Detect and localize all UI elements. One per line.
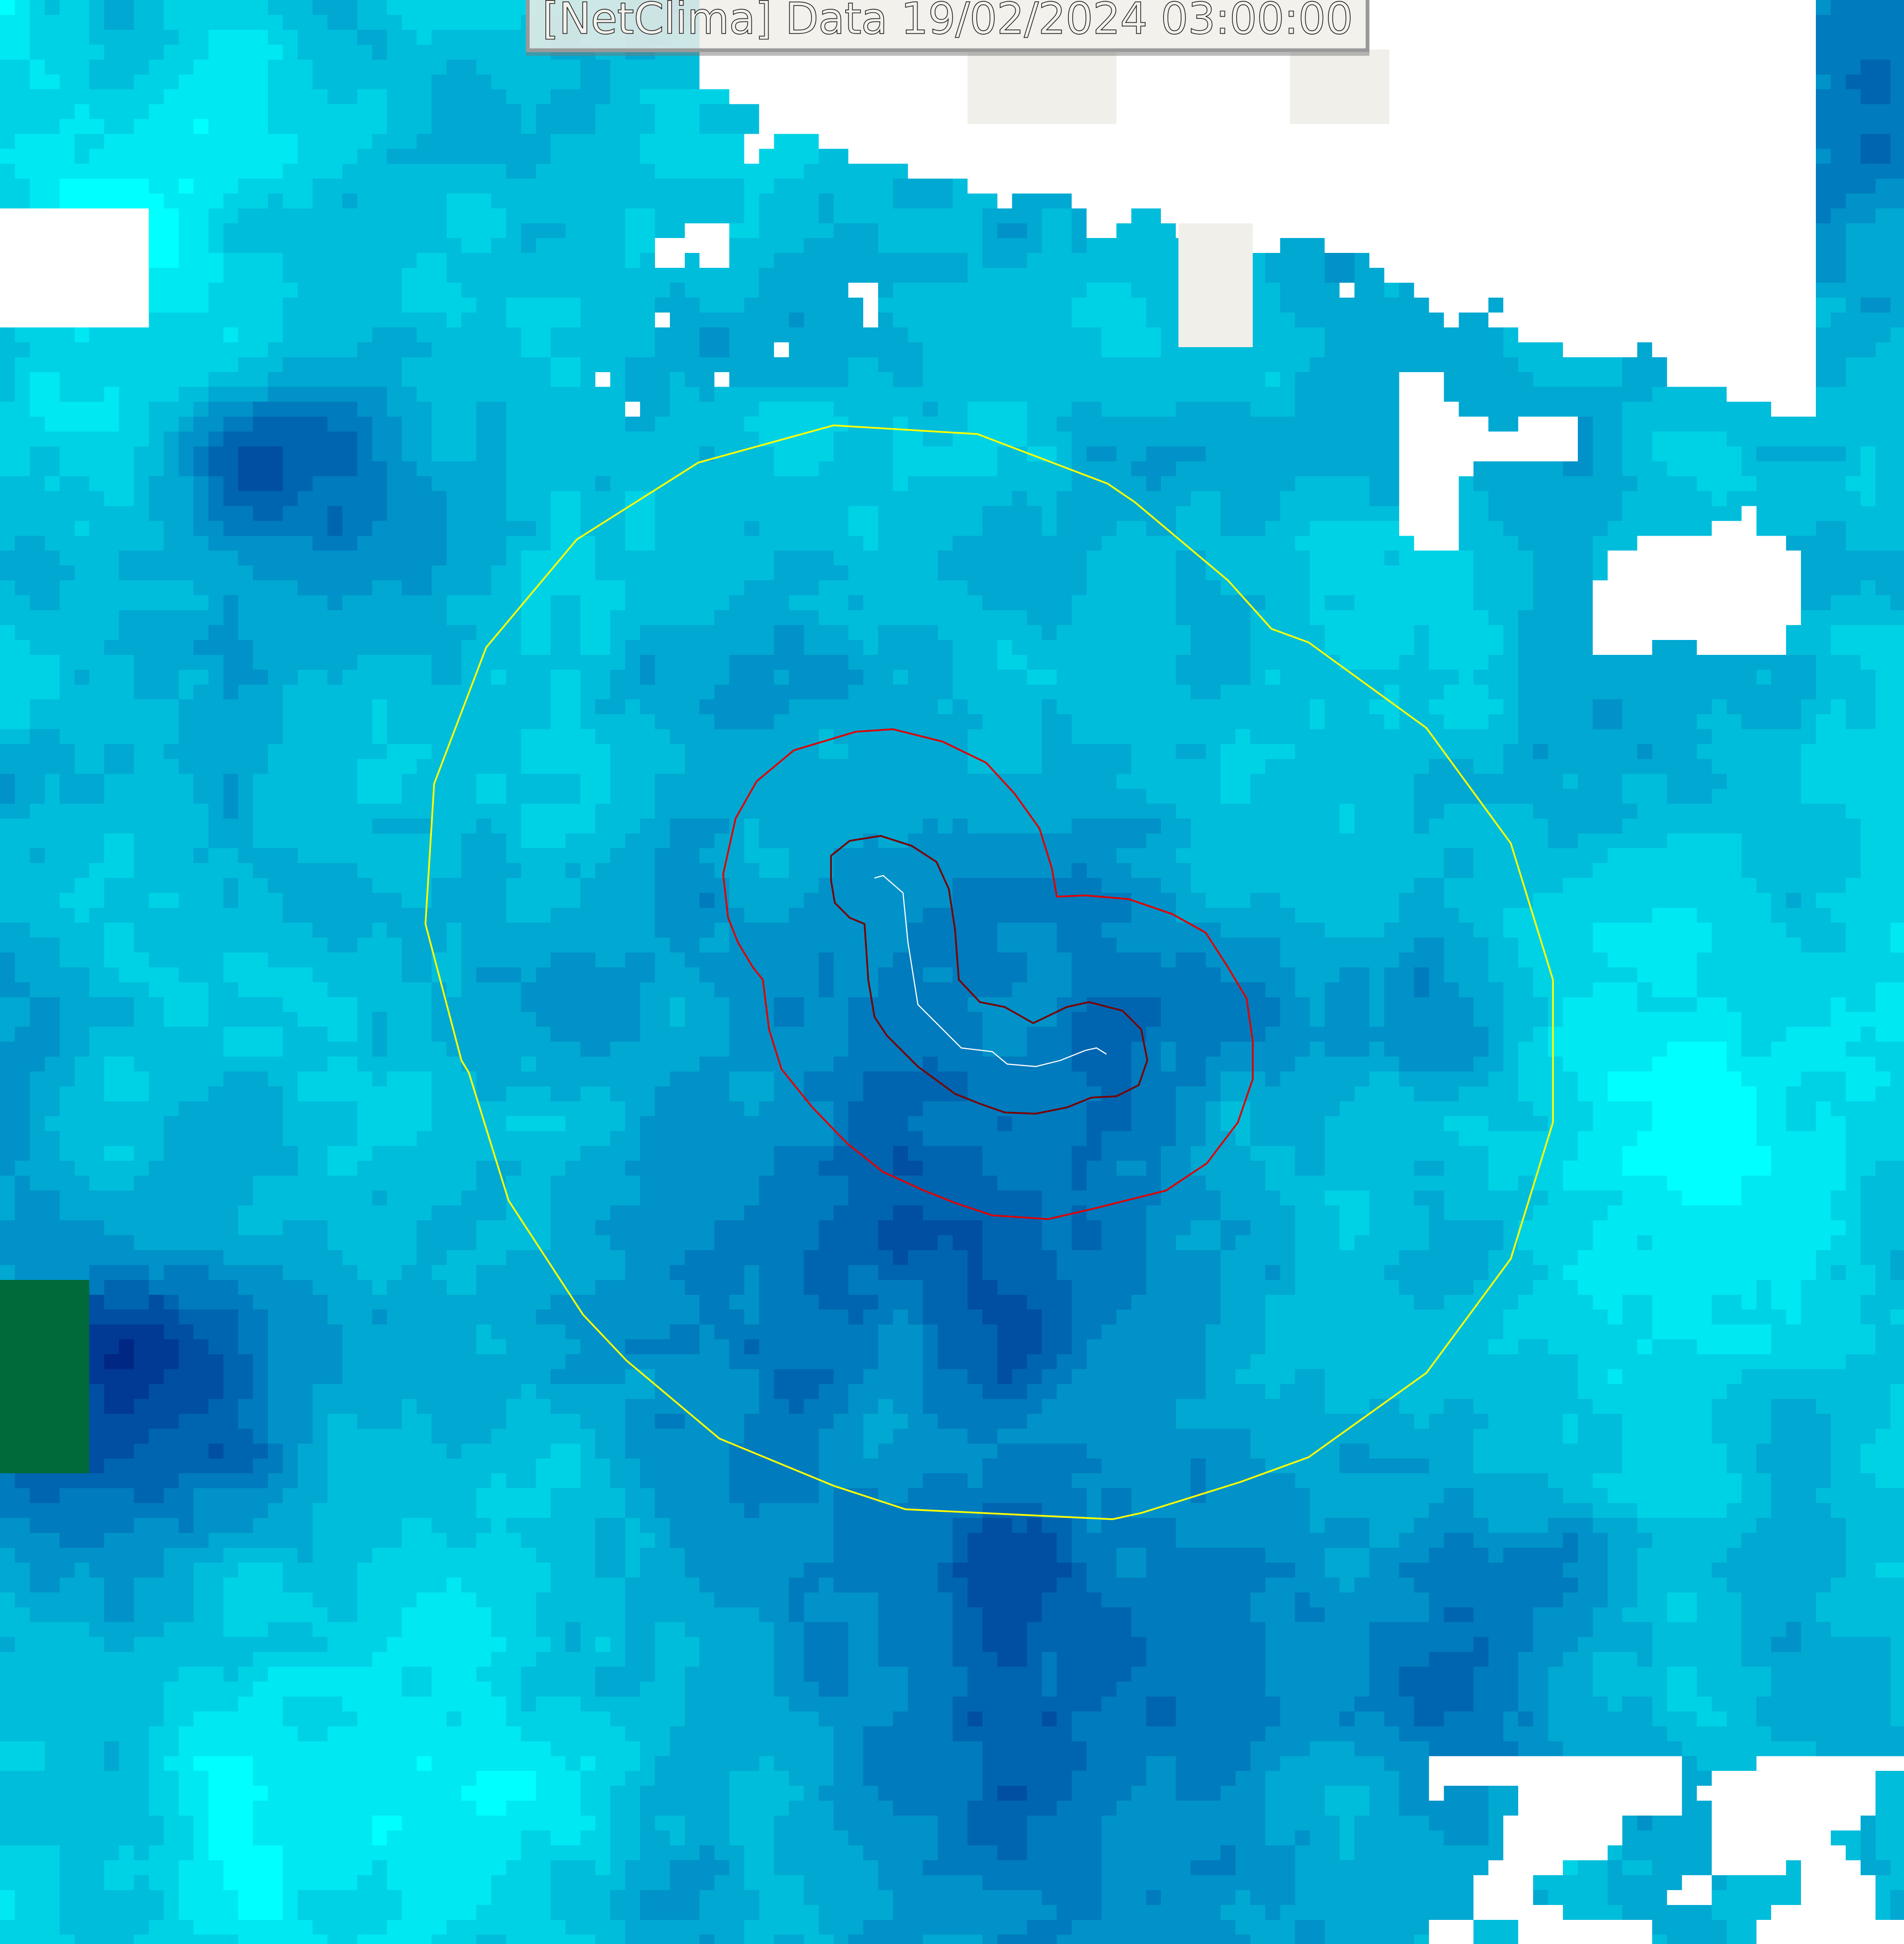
inner-contour	[830, 835, 1149, 1115]
title-banner: [NetClima] Data 19/02/2024 03:00:00	[526, 0, 1370, 52]
middle-contour	[722, 728, 1254, 1220]
storm-track	[874, 875, 1107, 1067]
map-title: [NetClima] Data 19/02/2024 03:00:00	[542, 0, 1354, 45]
outer-contour	[424, 424, 1554, 1520]
